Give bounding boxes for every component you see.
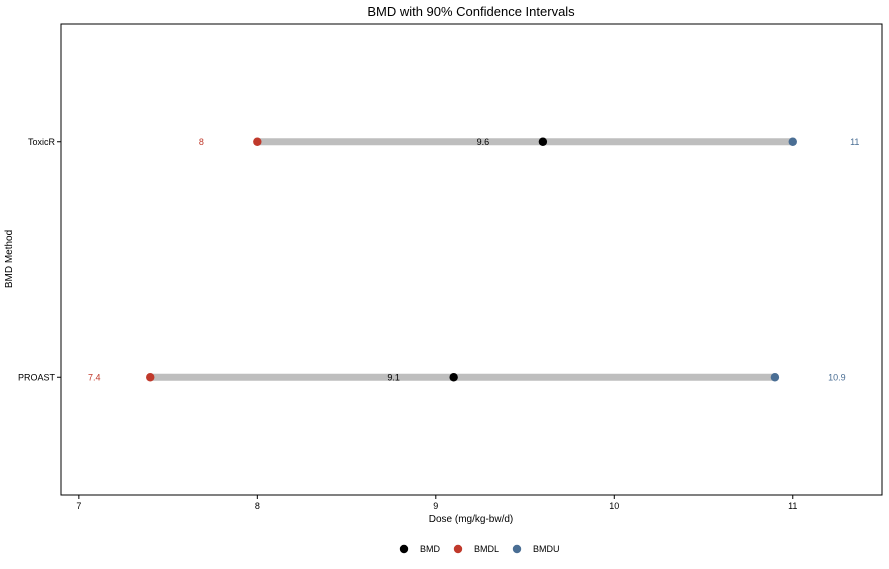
bmd-label: 9.1 [387, 372, 400, 382]
x-axis: 7 8 9 10 11 [76, 495, 797, 511]
legend-bmd-label: BMD [420, 544, 441, 554]
bmd-point [538, 137, 548, 146]
y-axis: ToxicR PROAST [18, 137, 61, 382]
y-tick-label: ToxicR [28, 137, 56, 147]
x-tick-label: 9 [433, 501, 438, 511]
chart-title: BMD with 90% Confidence Intervals [367, 4, 575, 19]
legend-bmdl-swatch [453, 544, 463, 554]
bmdl-label: 8 [199, 137, 204, 147]
chart-marks: 8 9.6 11 7.4 9.1 10.9 [88, 137, 859, 383]
x-axis-title: Dose (mg/kg-bw/d) [429, 514, 513, 525]
bmdu-point [788, 137, 797, 146]
bmdl-point [146, 373, 155, 382]
bmd-label: 9.6 [477, 137, 490, 147]
bmdu-point [770, 373, 780, 382]
legend: BMD BMDL BMDU [399, 544, 560, 554]
bmdu-label: 11 [850, 137, 859, 147]
x-tick-label: 10 [609, 501, 619, 511]
x-tick-label: 11 [788, 501, 797, 511]
legend-bmd-swatch [399, 544, 409, 554]
legend-bmdu-swatch [512, 544, 522, 554]
x-tick-label: 8 [255, 501, 260, 511]
bmdl-label: 7.4 [88, 372, 101, 382]
y-tick-label: PROAST [18, 372, 56, 382]
plot-panel [60, 23, 883, 496]
bmd-point [449, 373, 458, 382]
legend-bmdl-label: BMDL [474, 544, 499, 554]
y-axis-title: BMD Method [4, 230, 15, 288]
x-tick-label: 7 [76, 501, 81, 511]
bmdu-label: 10.9 [828, 372, 846, 382]
legend-bmdu-label: BMDU [533, 544, 560, 554]
bmdl-point [253, 137, 262, 146]
